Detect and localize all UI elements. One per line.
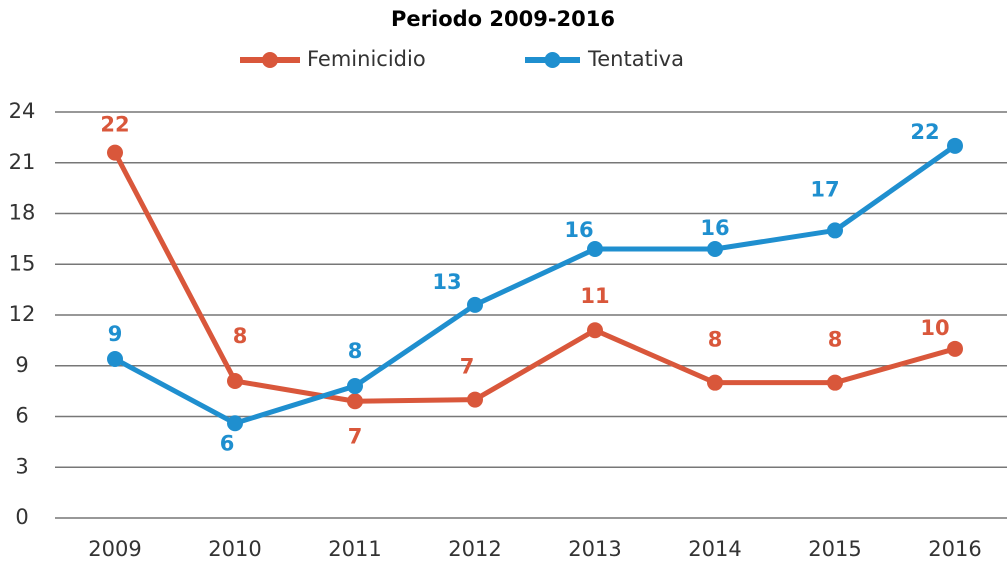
legend-marker — [262, 52, 278, 68]
data-label: 16 — [700, 216, 729, 240]
data-label: 22 — [100, 113, 129, 137]
point — [347, 378, 363, 395]
x-tick-label: 2011 — [328, 537, 381, 561]
series-line — [112, 151, 956, 404]
data-label: 9 — [108, 322, 123, 346]
point — [947, 340, 963, 357]
y-tick-label: 15 — [9, 251, 36, 275]
x-tick-label: 2014 — [688, 537, 741, 561]
x-tick-label: 2016 — [928, 537, 981, 561]
data-label: 8 — [708, 328, 723, 352]
data-label: 7 — [348, 424, 363, 448]
point — [347, 393, 363, 410]
data-label: 8 — [828, 328, 843, 352]
data-label: 8 — [348, 339, 363, 363]
data-label: 8 — [233, 324, 248, 348]
x-tick-label: 2012 — [448, 537, 501, 561]
point — [587, 241, 603, 258]
data-label: 10 — [920, 316, 949, 340]
y-tick-label: 21 — [9, 150, 36, 174]
point — [227, 372, 243, 389]
series-line — [113, 143, 957, 426]
x-tick-label: 2013 — [568, 537, 621, 561]
chart-title: Periodo 2009-2016 — [391, 7, 615, 31]
point — [587, 322, 603, 339]
legend-label: Tentativa — [587, 47, 684, 71]
data-label: 7 — [460, 355, 475, 379]
legend-label: Feminicidio — [307, 47, 426, 71]
point — [107, 350, 123, 367]
y-tick-label: 9 — [15, 353, 28, 377]
point — [467, 296, 483, 313]
legend-marker — [544, 52, 561, 68]
data-label: 11 — [580, 284, 609, 308]
data-label: 6 — [220, 431, 235, 455]
point — [107, 144, 123, 161]
x-tick-label: 2009 — [88, 537, 141, 561]
y-tick-label: 0 — [15, 505, 28, 529]
data-label: 16 — [564, 218, 593, 242]
y-tick-label: 24 — [9, 99, 36, 123]
x-tick-label: 2010 — [208, 537, 261, 561]
point — [827, 374, 843, 391]
y-tick-label: 12 — [9, 302, 36, 326]
data-label: 22 — [910, 120, 939, 144]
y-tick-label: 18 — [9, 201, 36, 225]
point — [947, 137, 963, 154]
point — [707, 241, 723, 258]
data-label: 13 — [432, 270, 461, 294]
point — [827, 222, 843, 239]
data-label: 17 — [810, 177, 839, 201]
point — [227, 415, 243, 432]
y-tick-label: 6 — [15, 404, 28, 428]
y-tick-label: 3 — [15, 454, 28, 478]
x-tick-label: 2015 — [808, 537, 861, 561]
point — [707, 374, 723, 391]
point — [467, 391, 483, 408]
